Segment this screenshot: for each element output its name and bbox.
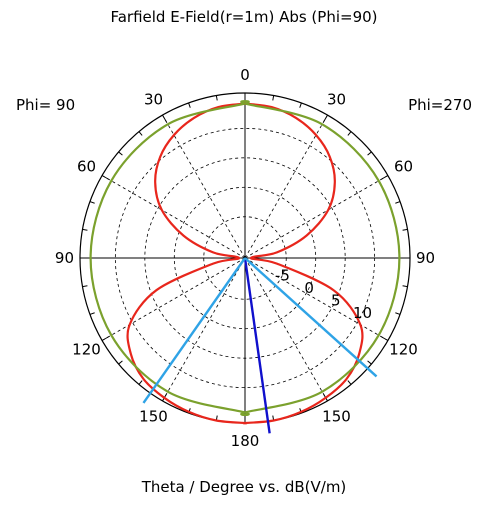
- angle-tick-mark: [118, 151, 123, 156]
- angle-tick-mark: [367, 151, 372, 156]
- marker-line-1: [244, 257, 378, 378]
- grid-spoke: [244, 257, 389, 341]
- radial-tick-label: 10: [353, 304, 372, 322]
- angle-tick-mark: [82, 285, 88, 288]
- angle-tick-mark: [380, 175, 389, 180]
- radial-tick-label: 0: [304, 279, 314, 297]
- angle-tick-label: 30: [144, 91, 163, 109]
- marker-layer: [142, 257, 378, 434]
- angle-tick-label: 150: [322, 408, 351, 426]
- angle-tick-mark: [395, 201, 401, 204]
- angle-tick-mark: [138, 131, 143, 136]
- angle-tick-label: 60: [394, 158, 413, 176]
- angle-tick-mark: [215, 95, 218, 101]
- angle-tick-mark: [347, 380, 352, 385]
- chart-xlabel: Theta / Degree vs. dB(V/m): [141, 478, 347, 496]
- grid-spoke: [244, 175, 389, 259]
- angle-tick-mark: [188, 102, 191, 108]
- polar-grid: [79, 92, 411, 424]
- angle-tick-mark: [347, 131, 352, 136]
- grid-spoke: [162, 114, 246, 259]
- radial-tick-label: 5: [331, 291, 341, 309]
- angle-tick-mark: [118, 360, 123, 365]
- angle-tick-mark: [380, 336, 389, 341]
- angle-tick-label: 120: [72, 341, 101, 359]
- angle-tick-label: 180: [231, 432, 260, 450]
- angle-tick-label: 30: [327, 91, 346, 109]
- series-layer: [89, 99, 401, 425]
- angle-tick-mark: [89, 312, 95, 315]
- radial-tick-label: -5: [275, 266, 290, 284]
- angle-tick-label: 0: [240, 66, 250, 84]
- angle-tick-mark: [162, 114, 167, 123]
- angle-tick-mark: [299, 102, 302, 108]
- angle-tick-mark: [138, 380, 143, 385]
- series-line-0: [126, 102, 364, 425]
- phi-left-label: Phi= 90: [16, 96, 75, 114]
- phi-right-label: Phi=270: [408, 96, 472, 114]
- angle-tick-mark: [272, 95, 275, 101]
- angle-tick-mark: [402, 228, 408, 231]
- angle-tick-mark: [402, 285, 408, 288]
- series-line-1: [89, 99, 401, 417]
- angle-tick-label: 150: [139, 408, 168, 426]
- angle-tick-mark: [323, 114, 328, 123]
- angle-tick-mark: [89, 201, 95, 204]
- angle-tick-label: 120: [389, 341, 418, 359]
- angle-tick-label: 60: [77, 158, 96, 176]
- angle-tick-mark: [367, 360, 372, 365]
- angle-tick-mark: [101, 175, 110, 180]
- angle-tick-label: 90: [416, 249, 435, 267]
- chart-title: Farfield E-Field(r=1m) Abs (Phi=90): [110, 8, 378, 26]
- angle-tick-label: 90: [55, 249, 74, 267]
- angle-tick-mark: [101, 336, 110, 341]
- marker-line-2: [142, 257, 246, 404]
- angle-tick-mark: [82, 228, 88, 231]
- angle-tick-mark: [395, 312, 401, 315]
- marker-line-0: [243, 257, 271, 434]
